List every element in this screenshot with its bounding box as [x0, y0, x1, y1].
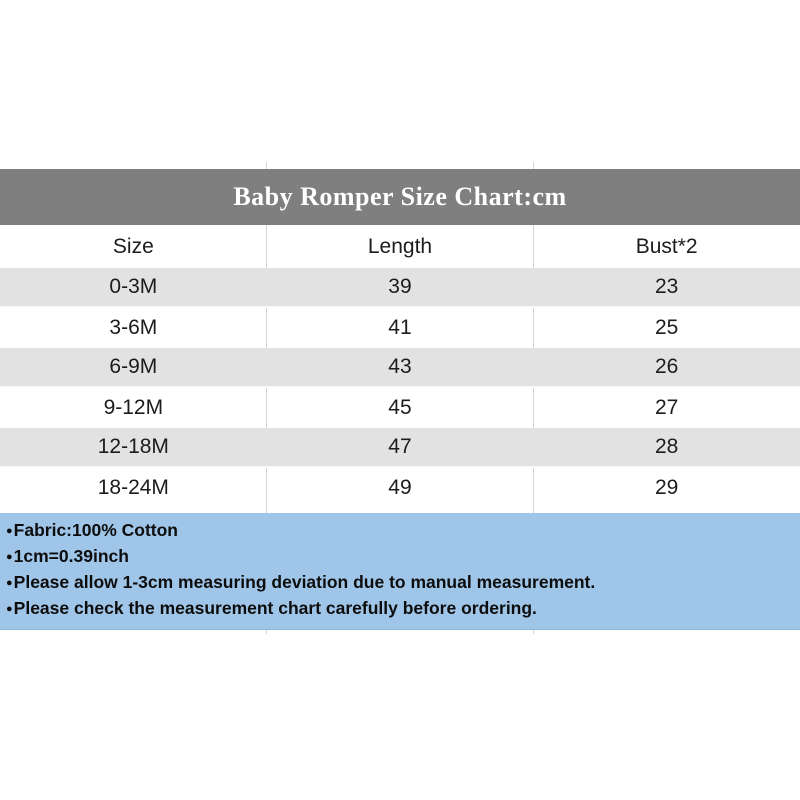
note-line: ●Please allow 1-3cm measuring deviation …: [6, 570, 790, 596]
table-row: 12-18M 47 28: [0, 428, 800, 468]
table-row: 18-24M 49 29: [0, 468, 800, 508]
note-line: ●Fabric:100% Cotton: [6, 518, 790, 544]
table-body: 0-3M 39 23 3-6M 41 25 6-9M 43 26 9-12M 45 27 12-18M 4…: [0, 268, 800, 508]
table-cell: 6-9M: [109, 355, 158, 378]
table-cell: 23: [654, 275, 679, 298]
note-text: Please check the measurement chart caref…: [13, 598, 537, 618]
table-row: 9-12M 45 27: [0, 388, 800, 428]
table-row: 6-9M 43 26: [0, 348, 800, 388]
table-cell: 25: [654, 316, 679, 339]
column-header-bust: Bust*2: [635, 234, 698, 258]
note-line: ●1cm=0.39inch: [6, 544, 790, 570]
column-divider-1: [266, 162, 267, 634]
table-cell: 9-12M: [103, 396, 164, 419]
table-cell: 49: [388, 476, 412, 499]
table-cell: 29: [654, 476, 679, 499]
table-row: 3-6M 41 25: [0, 308, 800, 348]
table-row: 0-3M 39 23: [0, 268, 800, 308]
table-cell: 12-18M: [97, 435, 169, 458]
table-cell: 41: [388, 316, 412, 339]
table-cell: 28: [654, 435, 679, 458]
table-cell: 39: [388, 275, 412, 298]
column-divider-2: [533, 162, 534, 634]
table-cell: 27: [654, 396, 679, 419]
note-line: ●Please check the measurement chart care…: [6, 596, 790, 622]
table-cell: 26: [654, 355, 679, 378]
note-text: Please allow 1-3cm measuring deviation d…: [13, 572, 596, 592]
table-cell: 3-6M: [109, 316, 158, 339]
note-text: 1cm=0.39inch: [13, 546, 129, 566]
chart-title-bar: Baby Romper Size Chart:cm: [0, 169, 800, 225]
bullet-icon: ●: [6, 577, 13, 589]
bullet-icon: ●: [6, 551, 13, 563]
table-cell: 18-24M: [97, 476, 169, 499]
table-cell: 0-3M: [109, 275, 158, 298]
bullet-icon: ●: [6, 525, 13, 537]
column-header-size: Size: [112, 234, 154, 258]
table-header-row: Size Length Bust*2: [0, 225, 800, 268]
table-cell: 43: [388, 355, 412, 378]
table-cell: 47: [388, 435, 412, 458]
notes-panel: ●Fabric:100% Cotton ●1cm=0.39inch ●Please …: [0, 513, 800, 630]
column-header-length: Length: [367, 234, 433, 258]
table-cell: 45: [388, 396, 412, 419]
note-text: Fabric:100% Cotton: [13, 520, 178, 540]
bullet-icon: ●: [6, 603, 13, 615]
chart-title: Baby Romper Size Chart:cm: [233, 182, 567, 211]
